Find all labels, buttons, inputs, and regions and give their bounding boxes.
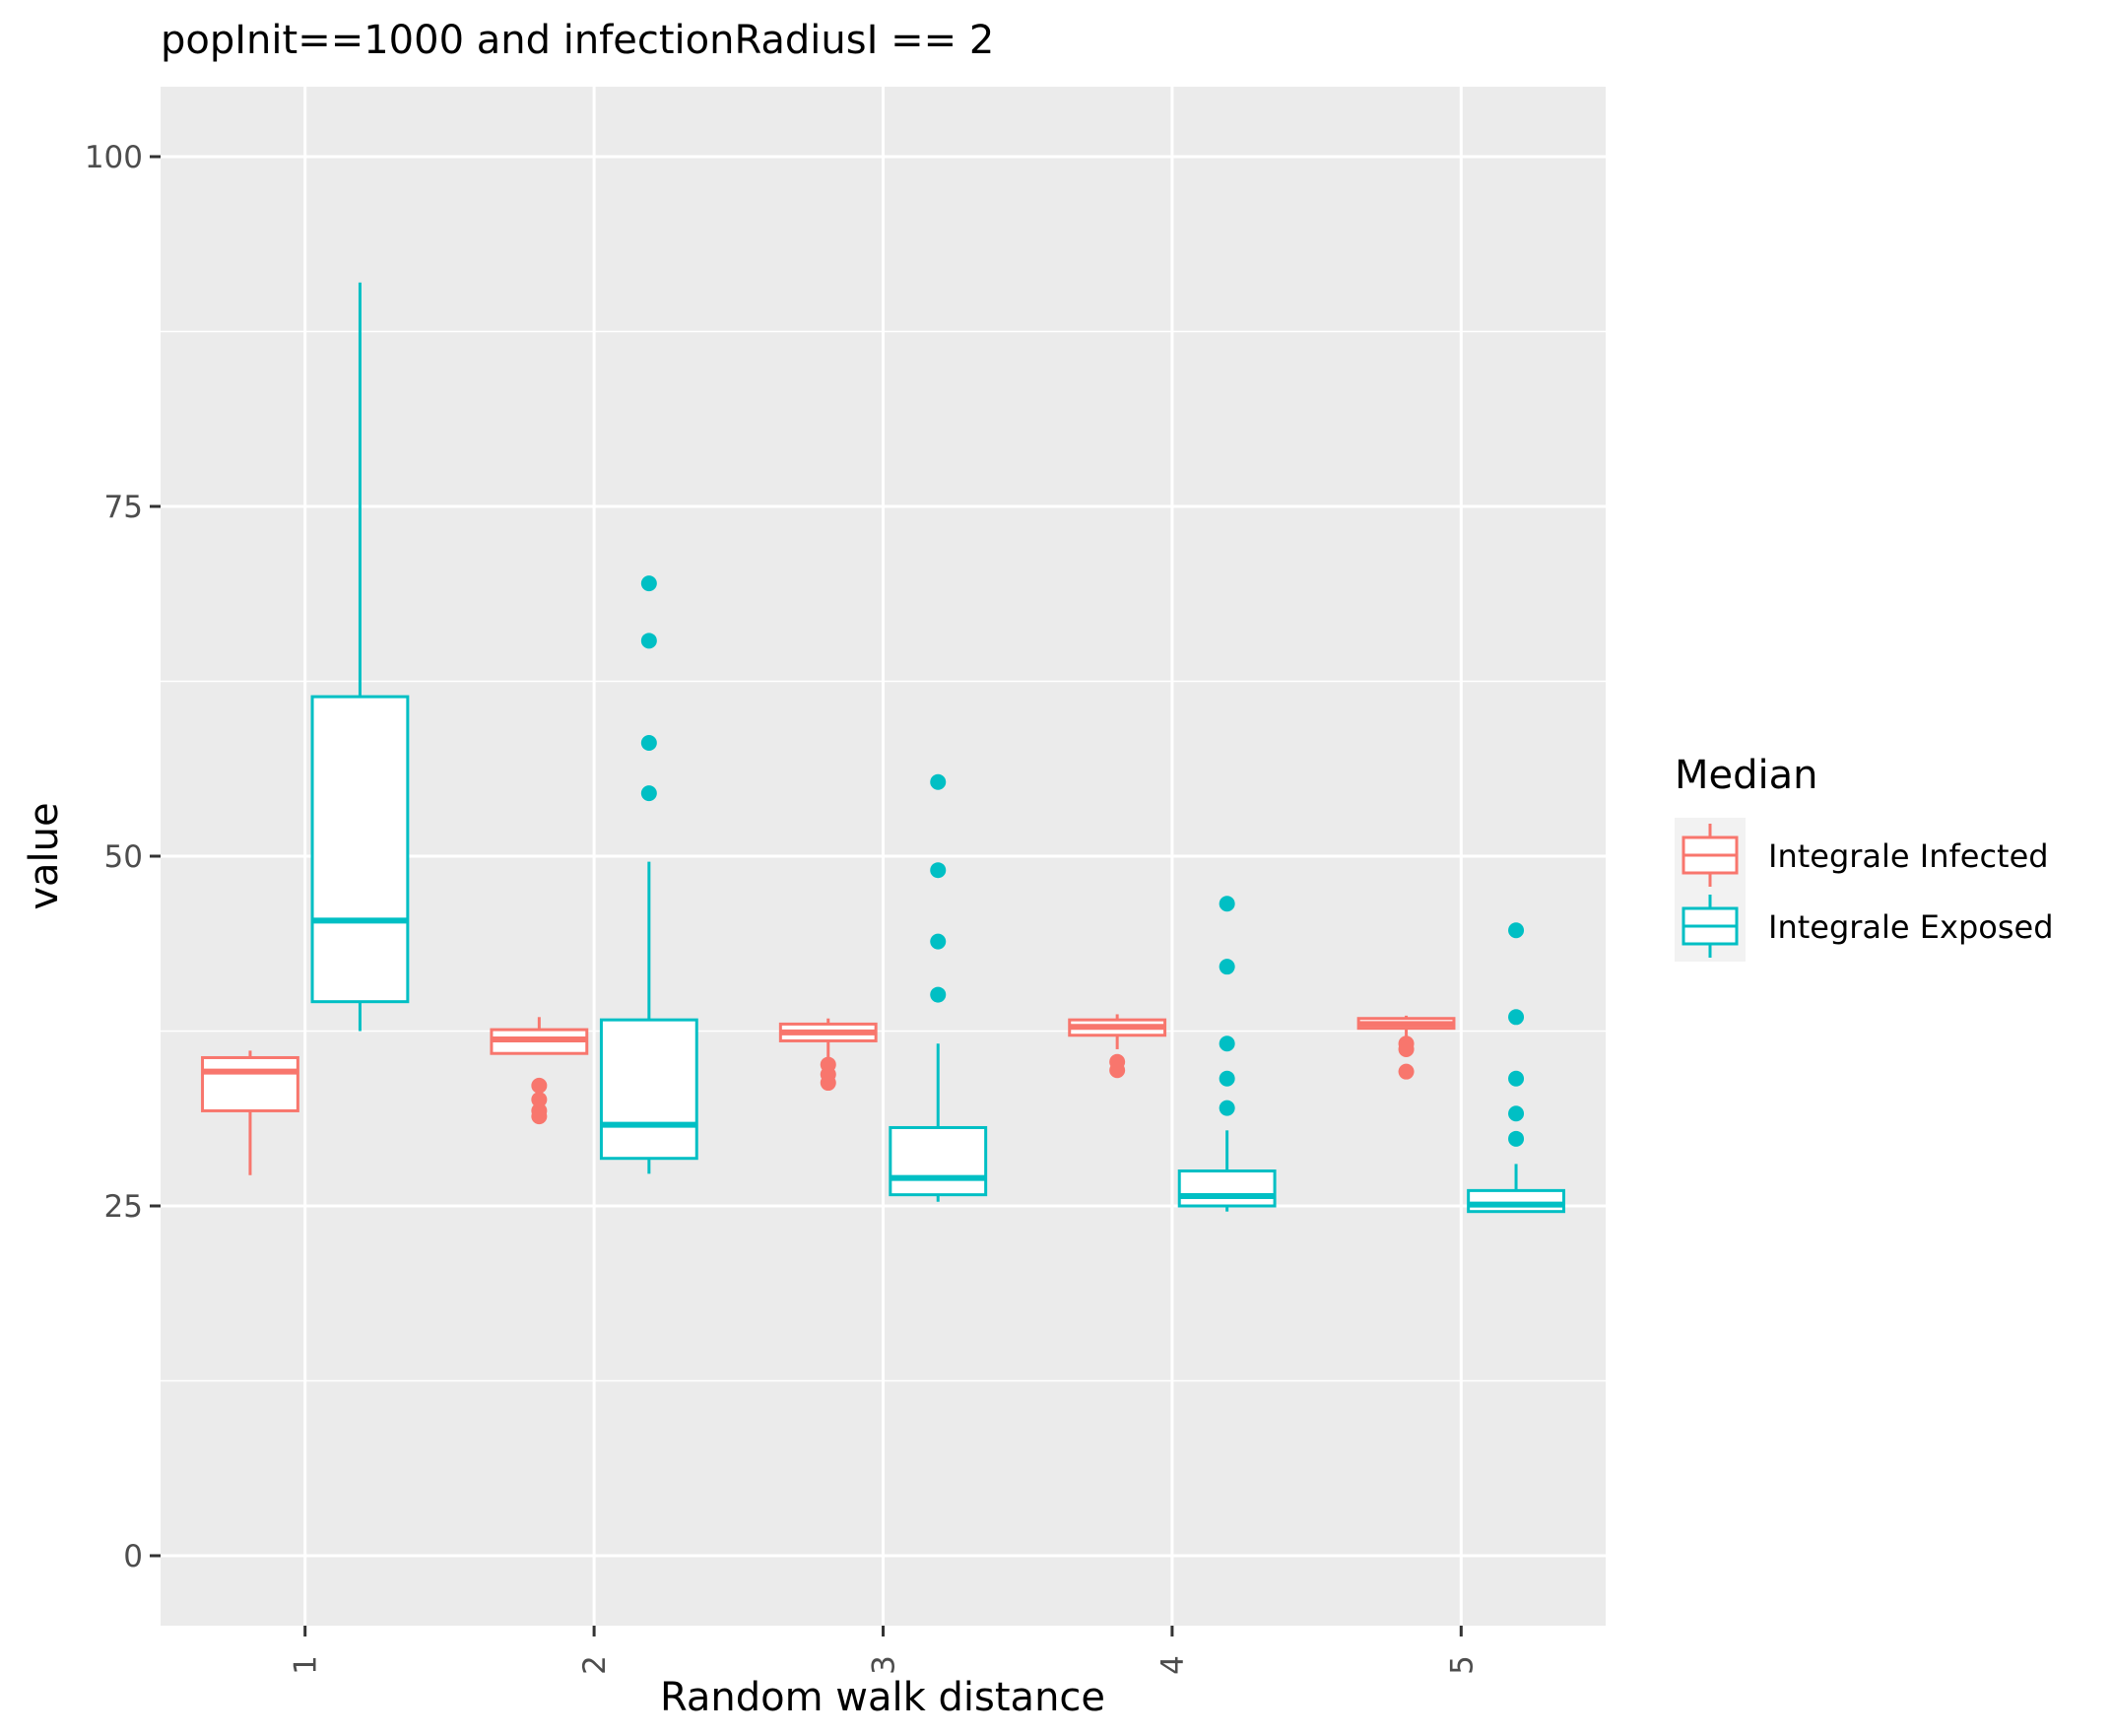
- outlier-point: [1219, 1035, 1235, 1052]
- outlier-point: [1398, 1035, 1415, 1052]
- outlier-point: [640, 633, 657, 649]
- legend: Median Integrale Infected Integrale Expo…: [1675, 753, 2054, 962]
- outlier-point: [930, 933, 947, 950]
- legend-key-exposed: [1682, 895, 1739, 958]
- box-infected-4: [1068, 1014, 1167, 1079]
- x-tick-label: 5: [1444, 1655, 1480, 1675]
- y-tick-label: 100: [85, 140, 143, 175]
- y-tick-label: 0: [123, 1539, 143, 1574]
- outlier-point: [930, 862, 947, 879]
- box-infected-5: [1356, 1015, 1456, 1080]
- x-tick-label: 3: [867, 1655, 902, 1675]
- y-tick-label: 75: [104, 490, 143, 525]
- outlier-point: [1219, 1100, 1235, 1116]
- outlier-point: [640, 575, 657, 592]
- box-body: [599, 1018, 698, 1161]
- outlier-point: [1508, 922, 1525, 939]
- outlier-point: [1109, 1053, 1126, 1070]
- box-exposed-5: [1467, 922, 1565, 1214]
- box-infected-1: [201, 1050, 299, 1175]
- y-axis-title: value: [22, 802, 67, 909]
- y-axis: 0 25 50 75 100: [85, 140, 161, 1574]
- box-body: [201, 1055, 299, 1112]
- outlier-point: [1219, 959, 1235, 975]
- box-infected-3: [778, 1018, 878, 1092]
- outlier-point: [1508, 1105, 1525, 1122]
- box-body: [889, 1125, 988, 1197]
- outlier-point: [820, 1056, 836, 1073]
- outlier-point: [1398, 1063, 1415, 1080]
- box-exposed-3: [889, 773, 988, 1202]
- legend-key-infected: [1682, 824, 1739, 887]
- outlier-point: [1508, 1130, 1525, 1147]
- major-gridlines: [161, 87, 1606, 1626]
- outlier-point: [640, 785, 657, 802]
- x-tick-label: 2: [577, 1655, 613, 1675]
- legend-label-infected: Integrale Infected: [1768, 837, 2049, 875]
- legend-label-exposed: Integrale Exposed: [1768, 908, 2054, 946]
- outlier-point: [1508, 1070, 1525, 1087]
- x-axis: 1 2 3 4 5: [289, 1626, 1480, 1675]
- outlier-point: [1219, 896, 1235, 912]
- chart-title: popInit==1000 and infectionRadiusI == 2: [161, 18, 994, 63]
- outlier-point: [640, 734, 657, 751]
- outlier-point: [531, 1077, 548, 1094]
- y-tick-label: 25: [104, 1189, 143, 1225]
- x-tick-label: 4: [1155, 1655, 1191, 1675]
- box-exposed-1: [310, 282, 410, 1032]
- box-series-group: [201, 282, 1565, 1214]
- box-exposed-4: [1177, 896, 1277, 1212]
- outlier-point: [930, 986, 947, 1003]
- y-tick-label: 50: [104, 839, 143, 875]
- box-body: [1467, 1188, 1565, 1214]
- x-tick-label: 1: [289, 1655, 324, 1675]
- outlier-point: [930, 773, 947, 790]
- box-body: [1177, 1169, 1277, 1208]
- x-axis-title: Random walk distance: [660, 1675, 1105, 1720]
- outlier-point: [531, 1092, 548, 1108]
- outlier-point: [1219, 1070, 1235, 1087]
- box-body: [310, 695, 410, 1004]
- outlier-point: [531, 1102, 548, 1119]
- legend-keys: [1682, 824, 1739, 958]
- legend-title: Median: [1675, 753, 1818, 798]
- box-exposed-2: [599, 575, 698, 1174]
- box-infected-2: [490, 1017, 589, 1125]
- outlier-point: [1508, 1009, 1525, 1026]
